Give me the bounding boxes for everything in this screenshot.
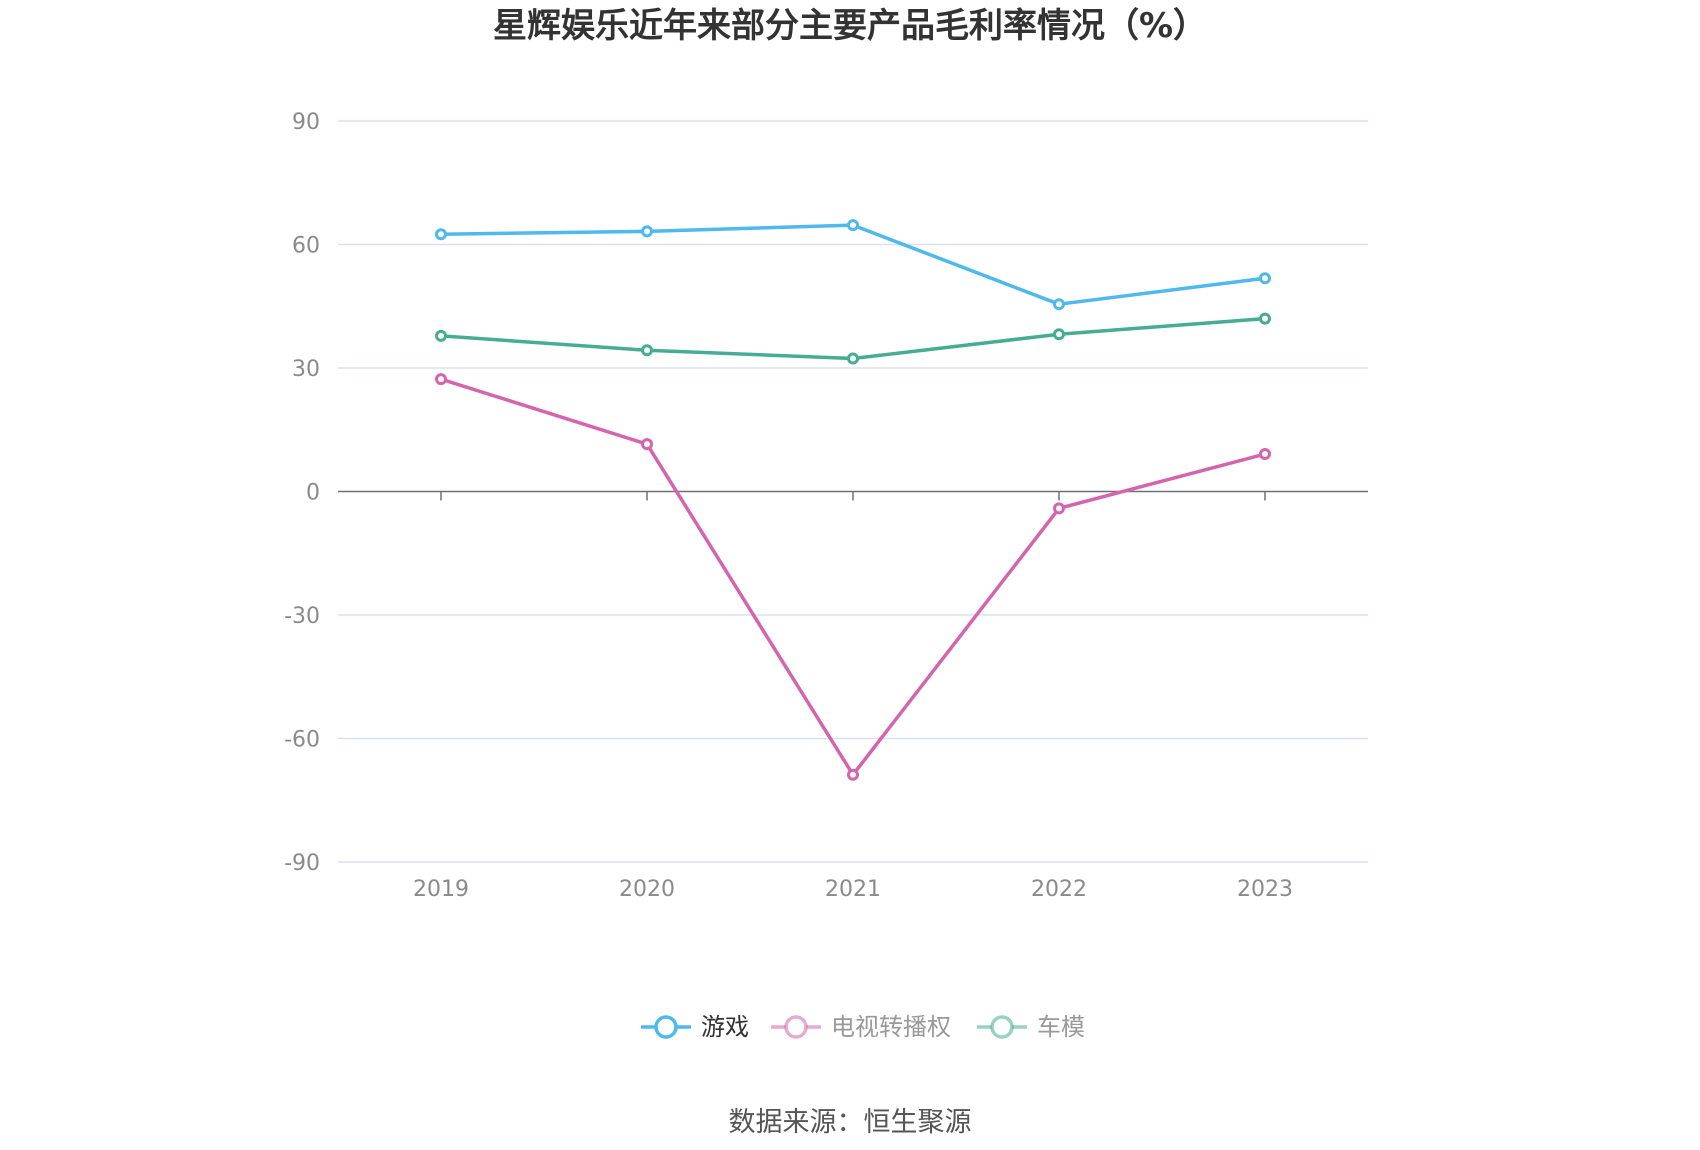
y-tick-label: -30	[284, 604, 320, 629]
data-point[interactable]	[847, 352, 859, 365]
series-2	[435, 312, 1271, 365]
y-tick-label: 60	[292, 234, 320, 259]
x-axis: 2019 2020 2021 2022 2023	[338, 490, 1368, 902]
series-1	[435, 373, 1271, 781]
legend-label: 电视转播权	[831, 1013, 951, 1041]
legend-marker-icon	[990, 1015, 1014, 1039]
legend-item[interactable]: 车模	[977, 1013, 1085, 1041]
data-point[interactable]	[1053, 502, 1065, 515]
legend-label: 游戏	[701, 1013, 749, 1041]
data-point[interactable]	[1053, 328, 1065, 341]
y-tick-label: -60	[284, 728, 320, 753]
chart-title: 星辉娱乐近年来部分主要产品毛利率情况（%）	[493, 6, 1207, 46]
grid-lines	[338, 120, 1368, 863]
source-note: 数据来源：恒生聚源	[729, 1107, 972, 1138]
data-point[interactable]	[435, 228, 447, 241]
data-point[interactable]	[847, 219, 859, 232]
x-tick-label: 2020	[619, 877, 675, 902]
data-point[interactable]	[847, 768, 859, 781]
data-point[interactable]	[641, 438, 653, 451]
data-point[interactable]	[1053, 298, 1065, 311]
x-tick-label: 2019	[413, 877, 469, 902]
series-line	[440, 223, 1266, 306]
data-point[interactable]	[435, 373, 447, 386]
data-point[interactable]	[641, 225, 653, 238]
legend-marker-icon	[654, 1015, 678, 1039]
legend-item[interactable]: 电视转播权	[771, 1013, 951, 1041]
y-tick-label: -90	[284, 851, 320, 876]
legend-label: 车模	[1037, 1013, 1085, 1041]
series-line	[440, 377, 1266, 777]
data-point[interactable]	[1259, 448, 1271, 461]
legend-item[interactable]: 游戏	[641, 1013, 749, 1041]
data-point[interactable]	[435, 329, 447, 342]
y-tick-label: 0	[306, 481, 320, 506]
x-tick-label: 2022	[1031, 877, 1087, 902]
data-point[interactable]	[641, 344, 653, 357]
y-tick-label: 30	[292, 357, 320, 382]
series-0	[435, 219, 1271, 311]
y-tick-label: 90	[292, 110, 320, 135]
x-tick-label: 2023	[1237, 877, 1293, 902]
y-axis: 90 60 30 0 -30 -60 -90	[284, 110, 320, 876]
data-point[interactable]	[1259, 272, 1271, 285]
x-tick-label: 2021	[825, 877, 881, 902]
legend: 游戏 电视转播权 车模	[641, 1013, 1085, 1041]
legend-marker-icon	[784, 1015, 808, 1039]
series-layer	[435, 219, 1271, 781]
data-point[interactable]	[1259, 312, 1271, 325]
